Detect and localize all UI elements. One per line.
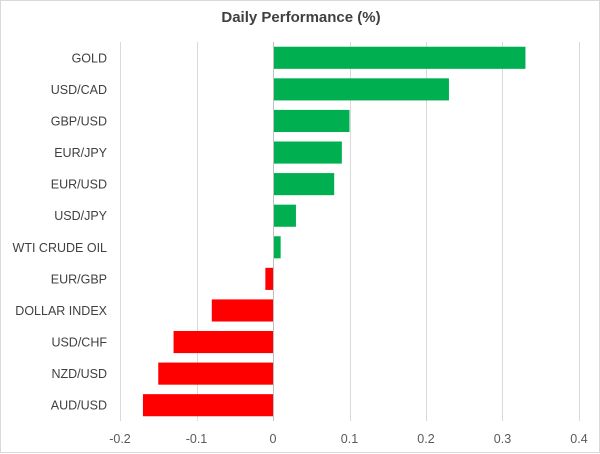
bar [273, 141, 342, 164]
bar [265, 267, 273, 290]
x-tick-labels: -0.2 -0.1 0 0.1 0.2 0.3 0.4 [109, 432, 588, 446]
category-label: DOLLAR INDEX [15, 304, 107, 318]
category-label: WTI CRUDE OIL [13, 241, 107, 255]
bars [142, 46, 526, 417]
bar [273, 78, 449, 101]
x-tick-label: -0.1 [186, 432, 208, 446]
category-label: GOLD [72, 51, 107, 65]
category-labels: GOLD USD/CAD GBP/USD EUR/JPY EUR/USD USD/JPY W… [13, 51, 108, 412]
category-label: USD/CAD [51, 83, 107, 97]
category-label: EUR/GBP [51, 272, 107, 286]
bar [173, 330, 273, 354]
category-label: USD/CHF [51, 336, 107, 350]
x-tick-label: 0.4 [570, 432, 587, 446]
x-tick-label: -0.2 [109, 432, 131, 446]
gridlines [120, 42, 580, 421]
bar [273, 46, 526, 69]
x-tick-label: 0.1 [341, 432, 358, 446]
category-label: EUR/USD [51, 178, 107, 192]
chart-title: Daily Performance (%) [221, 9, 381, 26]
bar [273, 173, 335, 196]
bar [158, 362, 273, 385]
category-label: NZD/USD [51, 367, 107, 381]
bar [142, 394, 273, 417]
x-tick-label: 0.3 [494, 432, 511, 446]
category-label: AUD/USD [51, 399, 107, 413]
bar [273, 236, 281, 259]
x-tick-label: 0 [270, 432, 277, 446]
bar [211, 299, 273, 322]
category-label: EUR/JPY [54, 146, 107, 160]
bar [273, 109, 350, 133]
x-tick-label: 0.2 [417, 432, 434, 446]
category-label: GBP/USD [51, 114, 107, 128]
category-label: USD/JPY [54, 209, 107, 223]
bar [273, 204, 296, 227]
